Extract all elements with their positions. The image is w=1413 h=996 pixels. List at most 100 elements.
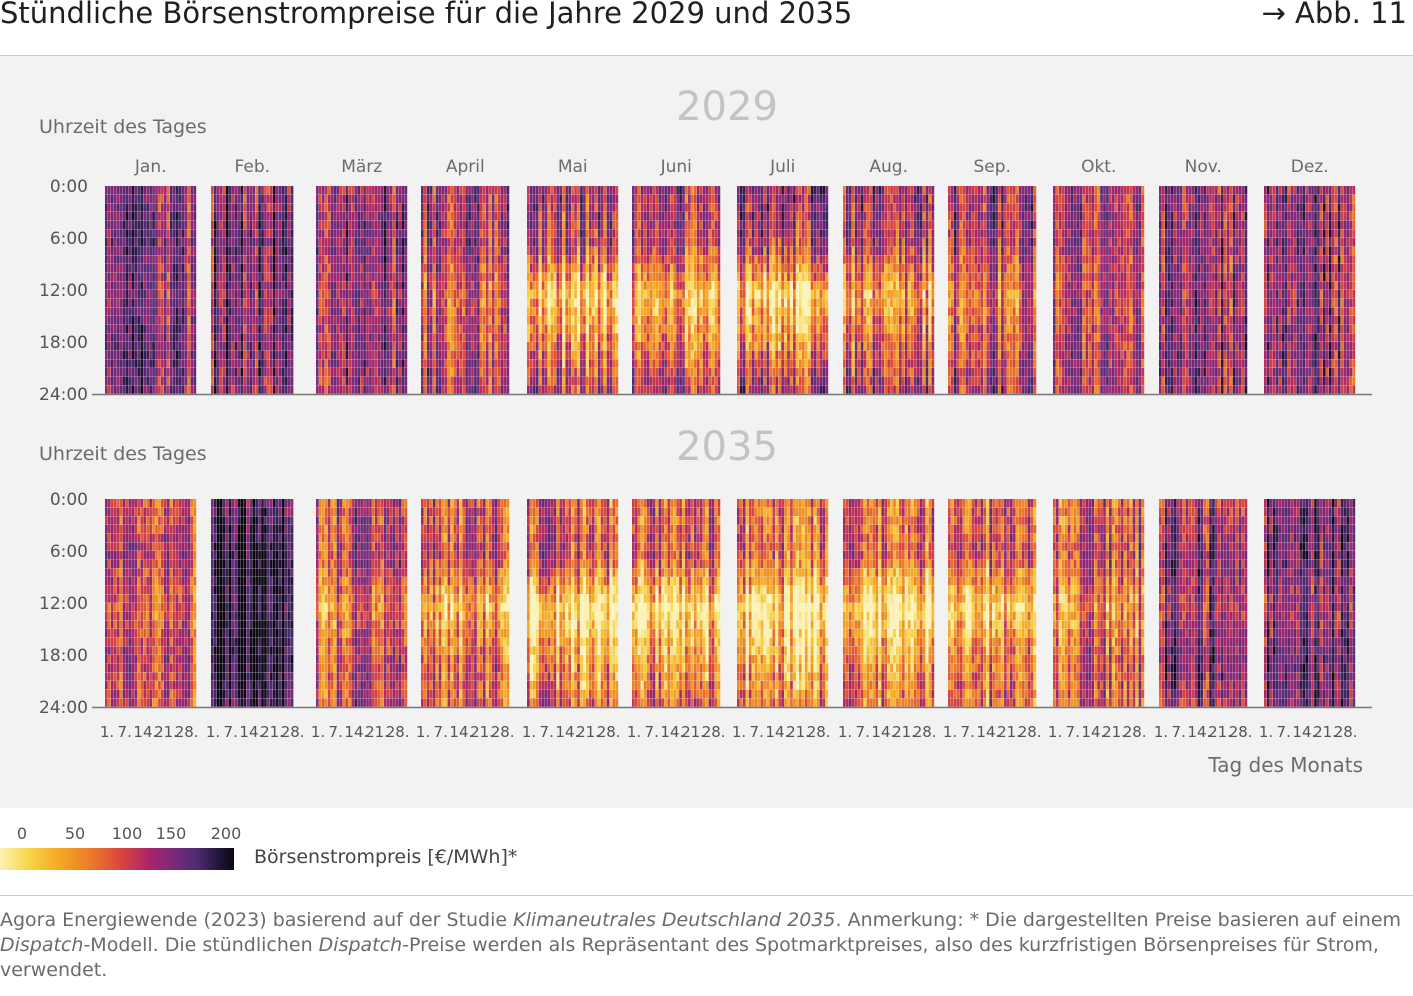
- heatmap-cell: [603, 238, 607, 247]
- heatmap-cell: [494, 255, 498, 264]
- heatmap-cell: [699, 290, 703, 299]
- heatmap-cell: [503, 194, 507, 204]
- heatmap-cell: [488, 281, 492, 290]
- heatmap-cell: [246, 194, 250, 204]
- heatmap-cell: [398, 238, 402, 247]
- heatmap-cell: [541, 359, 545, 368]
- heatmap-cell: [778, 342, 781, 351]
- heatmap-cell: [336, 246, 340, 256]
- heatmap-cell: [661, 238, 665, 247]
- heatmap-cell: [161, 376, 164, 386]
- heatmap-cell: [500, 264, 504, 273]
- heatmap-cell: [392, 238, 396, 247]
- heatmap-cell: [184, 220, 188, 230]
- heatmap-cell: [591, 376, 595, 386]
- heatmap-cell: [714, 324, 718, 334]
- heatmap-cell: [757, 316, 761, 325]
- heatmap-cell: [184, 255, 188, 264]
- heatmap-cell: [336, 342, 340, 351]
- heatmap-cell: [609, 324, 613, 334]
- heatmap-cell: [661, 229, 665, 238]
- heatmap-cell: [122, 368, 126, 377]
- heatmap-cell: [574, 290, 577, 299]
- heatmap-cell: [804, 342, 808, 351]
- heatmap-cell: [491, 246, 495, 256]
- heatmap-cell: [444, 350, 448, 360]
- heatmap-cell: [532, 186, 536, 195]
- heatmap-cell: [506, 238, 510, 247]
- heatmap-cell: [423, 359, 427, 368]
- heatmap-cell: [216, 194, 220, 204]
- heatmap-cell: [474, 307, 477, 316]
- heatmap-cell: [691, 194, 694, 204]
- heatmap-cell: [649, 342, 653, 351]
- heatmap-cell: [243, 238, 247, 247]
- heatmap-cell: [556, 324, 560, 334]
- heatmap-cell: [544, 376, 548, 386]
- heatmap-cell: [658, 350, 662, 360]
- heatmap-cell: [699, 264, 703, 273]
- month-block-0-5: [632, 186, 721, 394]
- heatmap-cell: [351, 194, 355, 204]
- heatmap-cell: [178, 212, 182, 221]
- heatmap-cell: [556, 264, 560, 273]
- heatmap-cell: [696, 246, 700, 256]
- heatmap-cell: [688, 333, 691, 342]
- heatmap-cell: [423, 333, 427, 342]
- heatmap-cell: [119, 272, 123, 282]
- heatmap-cell: [766, 238, 770, 247]
- heatmap-cell: [389, 194, 393, 204]
- heatmap-cell: [637, 298, 641, 308]
- heatmap-cell: [116, 203, 120, 212]
- heatmap-cell: [178, 359, 182, 368]
- heatmap-cell: [357, 342, 360, 351]
- heatmap-cell: [532, 220, 536, 230]
- heatmap-cell: [441, 281, 445, 290]
- heatmap-cell: [600, 342, 604, 351]
- heatmap-cell: [754, 264, 758, 273]
- heatmap-cell: [175, 194, 179, 204]
- heatmap-cell: [383, 350, 387, 360]
- heatmap-cell: [389, 376, 393, 386]
- heatmap-cell: [395, 255, 399, 264]
- heatmap-cell: [562, 342, 566, 351]
- heatmap-cell: [164, 376, 167, 386]
- heatmap-cell: [807, 246, 811, 256]
- heatmap-cell: [781, 324, 784, 334]
- heatmap-cell: [119, 212, 123, 221]
- heatmap-cell: [369, 342, 372, 351]
- heatmap-cell: [336, 307, 340, 316]
- heatmap-cell: [667, 194, 671, 204]
- heatmap-cell: [330, 316, 334, 325]
- heatmap-cell: [583, 246, 586, 256]
- heatmap-cell: [395, 298, 399, 308]
- heatmap-cell: [348, 359, 352, 368]
- heatmap-cell: [699, 246, 703, 256]
- heatmap-cell: [441, 186, 445, 195]
- heatmap-cell: [380, 333, 384, 342]
- heatmap-cell: [615, 385, 619, 394]
- heatmap-cell: [685, 194, 688, 204]
- heatmap-cell: [661, 316, 665, 325]
- heatmap-cell: [421, 246, 424, 256]
- heatmap-cell: [146, 238, 149, 247]
- heatmap-cell: [453, 350, 457, 360]
- heatmap-cell: [506, 333, 510, 342]
- heatmap-cell: [497, 203, 501, 212]
- heatmap-cell: [426, 238, 430, 247]
- heatmap-cell: [372, 350, 375, 360]
- heatmap-cell: [284, 264, 288, 273]
- heatmap-cell: [143, 298, 147, 308]
- heatmap-cell: [679, 342, 682, 351]
- heatmap-cell: [606, 298, 610, 308]
- heatmap-cell: [216, 316, 220, 325]
- heatmap-cell: [637, 238, 641, 247]
- heatmap-cell: [757, 359, 761, 368]
- heatmap-cell: [152, 385, 155, 394]
- heatmap-cell: [184, 368, 188, 377]
- heatmap-cell: [211, 342, 214, 351]
- heatmap-cell: [234, 307, 238, 316]
- chart-panel: 2029 Uhrzeit des Tages Jan. Feb. März April Ma…: [0, 56, 1413, 808]
- heatmap-cell: [497, 350, 501, 360]
- heatmap-cell: [166, 212, 170, 221]
